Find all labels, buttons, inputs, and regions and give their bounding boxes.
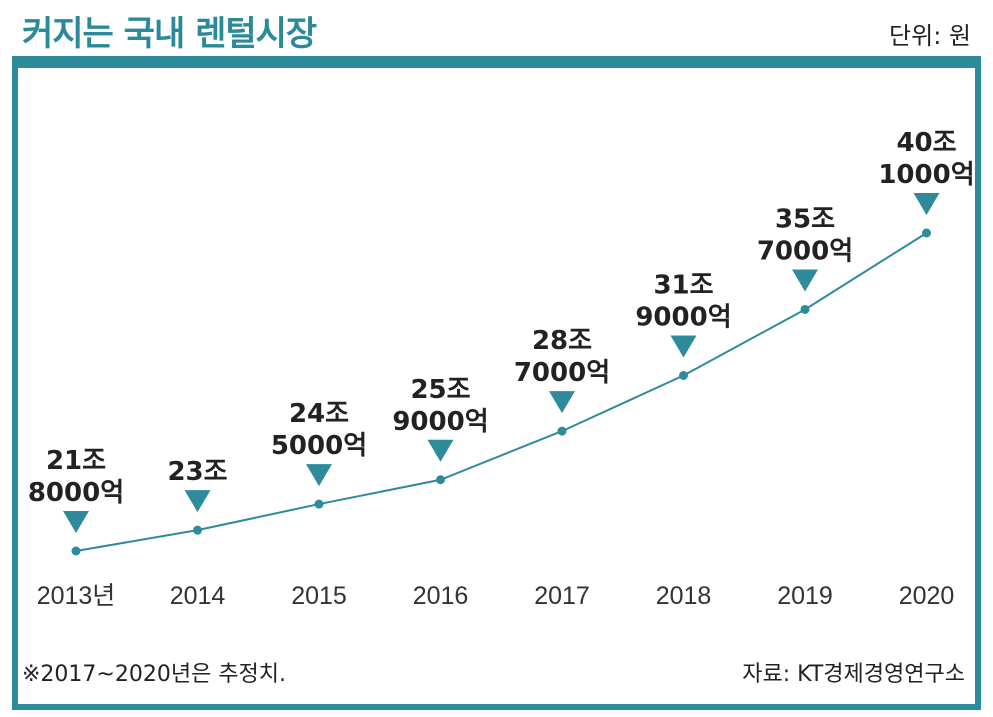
x-tick-label: 2014	[170, 582, 226, 610]
label-pointer-icon	[792, 269, 818, 292]
x-tick-label: 2018	[656, 582, 712, 610]
data-label: 9000억	[392, 407, 488, 437]
data-point	[557, 426, 567, 436]
data-point	[922, 228, 931, 238]
x-tick-label: 2015	[291, 582, 347, 610]
data-label: 21조	[46, 446, 106, 476]
label-pointer-icon	[427, 439, 454, 462]
data-point	[314, 499, 324, 509]
data-label: 40조	[896, 128, 956, 158]
estimate-note: ※2017~2020년은 추정치.	[22, 662, 287, 687]
data-point	[679, 370, 688, 380]
data-label: 31조	[653, 270, 713, 300]
data-point	[436, 475, 445, 485]
x-tick-label: 2013년	[37, 582, 116, 610]
data-label: 8000억	[28, 478, 124, 508]
data-point	[193, 525, 202, 535]
data-label: 7000억	[514, 358, 610, 388]
data-label: 35조	[775, 204, 835, 234]
x-tick-label: 2017	[534, 582, 590, 610]
data-label: 5000억	[271, 431, 367, 461]
data-label: 25조	[410, 375, 470, 405]
x-tick-label: 2019	[777, 582, 833, 610]
label-pointer-icon	[63, 511, 89, 533]
label-pointer-icon	[549, 391, 575, 414]
data-label: 9000억	[635, 302, 731, 332]
label-pointer-icon	[913, 193, 940, 215]
data-label: 24조	[289, 399, 349, 429]
data-point	[71, 546, 81, 556]
chart-title: 커지는 국내 렌털시장	[22, 14, 317, 54]
label-pointer-icon	[306, 464, 332, 487]
source-label: 자료: KT경제경영연구소	[742, 662, 965, 687]
x-tick-label: 2020	[899, 582, 955, 610]
data-label: 1000억	[878, 160, 974, 190]
data-label: 23조	[167, 457, 227, 487]
data-label: 28조	[532, 326, 592, 356]
series-line	[75, 232, 928, 552]
x-tick-label: 2016	[413, 582, 469, 610]
label-pointer-icon	[184, 490, 211, 513]
label-pointer-icon	[670, 335, 697, 358]
chart-frame	[12, 56, 981, 710]
data-label: 7000억	[757, 236, 853, 266]
data-point	[800, 304, 810, 314]
unit-label: 단위: 원	[889, 22, 971, 50]
